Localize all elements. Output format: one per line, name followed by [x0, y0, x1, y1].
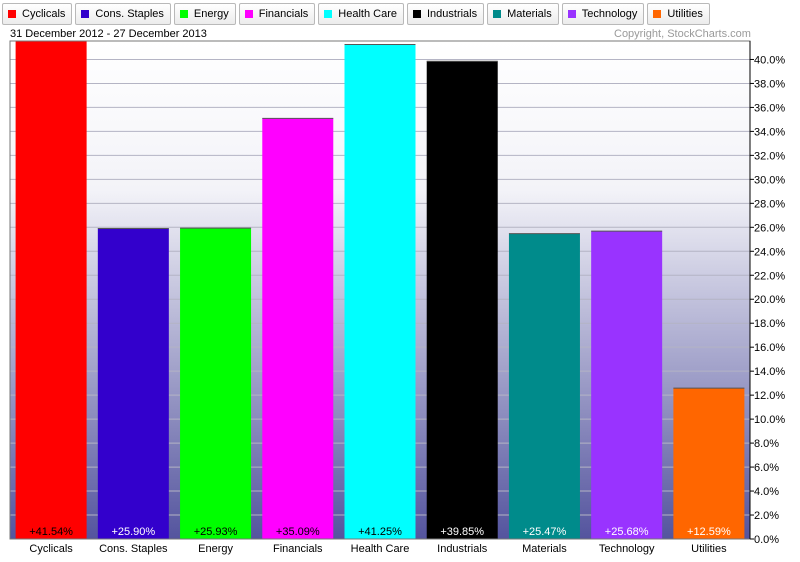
y-tick-label: 6.0% [754, 462, 779, 474]
data-label: +12.59% [687, 526, 731, 538]
y-tick-label: 36.0% [754, 102, 785, 114]
x-category-label: Energy [198, 543, 233, 555]
y-tick-label: 8.0% [754, 438, 779, 450]
bar [15, 41, 87, 539]
copyright-notice: Copyright, StockCharts.com [614, 28, 751, 40]
legend-item-health-care[interactable]: Health Care [318, 3, 404, 25]
swatch-icon [244, 10, 253, 18]
data-label: +41.25% [358, 526, 402, 538]
swatch-icon [493, 10, 502, 18]
bar [508, 233, 580, 540]
legend-item-technology[interactable]: Technology [561, 3, 645, 25]
y-tick-label: 26.0% [754, 222, 785, 234]
legend-label: Health Care [338, 8, 397, 20]
bar [673, 388, 745, 539]
y-tick-label: 40.0% [754, 54, 785, 66]
data-label: +39.85% [440, 526, 484, 538]
y-tick-label: 18.0% [754, 318, 785, 330]
y-tick-label: 16.0% [754, 342, 785, 354]
y-tick-label: 4.0% [754, 486, 779, 498]
legend-label: Energy [193, 8, 229, 20]
data-label: +25.68% [605, 526, 649, 538]
data-label: +35.09% [276, 526, 320, 538]
bar [97, 228, 169, 540]
legend-item-materials[interactable]: Materials [487, 3, 559, 25]
legend-label: Cons. Staples [95, 8, 164, 20]
legend-label: Technology [581, 8, 638, 20]
data-label: +41.54% [29, 526, 73, 538]
x-category-label: Financials [273, 543, 323, 555]
swatch-icon [179, 10, 188, 18]
y-tick-label: 2.0% [754, 510, 779, 522]
legend-item-energy[interactable]: Energy [173, 3, 236, 25]
swatch-icon [412, 10, 421, 18]
legend-label: Industrials [426, 8, 478, 20]
x-category-label: Cons. Staples [99, 543, 168, 555]
legend-item-industrials[interactable]: Industrials [406, 3, 485, 25]
y-tick-label: 20.0% [754, 294, 785, 306]
x-category-label: Technology [599, 543, 655, 555]
x-category-label: Cyclicals [29, 543, 73, 555]
x-category-label: Industrials [437, 543, 488, 555]
bar [180, 228, 252, 539]
y-tick-label: 22.0% [754, 270, 785, 282]
date-range: 31 December 2012 - 27 December 2013 [10, 28, 207, 40]
y-tick-label: 14.0% [754, 366, 785, 378]
legend-item-financials[interactable]: Financials [238, 3, 316, 25]
swatch-icon [324, 10, 333, 18]
y-tick-label: 0.0% [754, 534, 779, 546]
bar [344, 44, 416, 539]
x-category-label: Materials [522, 543, 567, 555]
data-label: +25.47% [523, 526, 567, 538]
swatch-icon [81, 10, 90, 18]
legend-label: Materials [507, 8, 552, 20]
x-category-label: Health Care [351, 543, 410, 555]
y-tick-label: 30.0% [754, 174, 785, 186]
legend-item-cyclicals[interactable]: Cyclicals [2, 3, 73, 25]
legend-label: Cyclicals [22, 8, 66, 20]
data-label: +25.93% [194, 526, 238, 538]
y-tick-label: 32.0% [754, 150, 785, 162]
legend-item-cons-staples[interactable]: Cons. Staples [75, 3, 171, 25]
swatch-icon [567, 10, 576, 18]
data-label: +25.90% [111, 526, 155, 538]
swatch-icon [653, 10, 662, 18]
y-tick-label: 12.0% [754, 390, 785, 402]
bar [426, 61, 498, 540]
bar [262, 118, 334, 539]
swatch-icon [8, 10, 16, 18]
y-tick-label: 28.0% [754, 198, 785, 210]
legend: Cyclicals Cons. Staples Energy Financial… [2, 3, 710, 25]
y-tick-label: 38.0% [754, 78, 785, 90]
legend-label: Financials [258, 8, 309, 20]
y-tick-label: 34.0% [754, 126, 785, 138]
x-category-label: Utilities [691, 543, 727, 555]
y-tick-label: 24.0% [754, 246, 785, 258]
legend-item-utilities[interactable]: Utilities [647, 3, 710, 25]
bar [591, 231, 663, 540]
y-tick-label: 10.0% [754, 414, 785, 426]
legend-label: Utilities [667, 8, 703, 20]
